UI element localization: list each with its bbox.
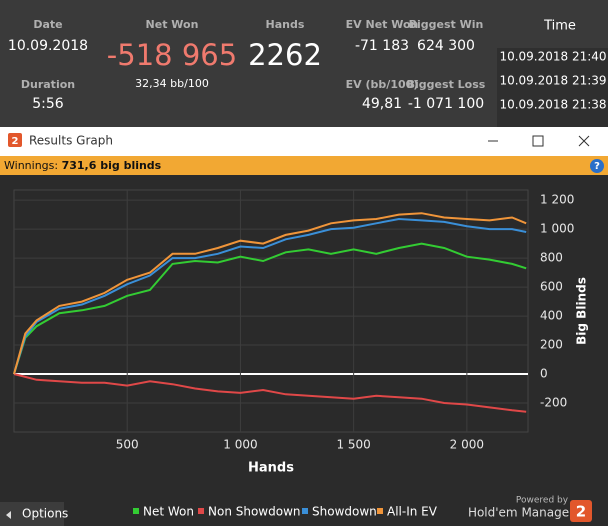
stat-value: -71 183	[355, 38, 409, 54]
help-icon[interactable]	[590, 159, 604, 173]
options-text[interactable]: Options	[22, 507, 68, 521]
stat-sub: 32,34 bb/100	[135, 77, 209, 90]
session-row[interactable]: 10.09.2018 21:39	[499, 74, 606, 88]
legend-swatch	[133, 508, 139, 514]
brand-logo	[570, 500, 592, 522]
legend-label: All-In EV	[387, 505, 438, 519]
winnings-bar	[0, 156, 608, 175]
series-line	[13, 242, 527, 375]
stat-value: 5:56	[32, 96, 64, 112]
stat-label: Biggest Loss	[407, 78, 486, 91]
sessions-header	[497, 0, 608, 48]
session-row[interactable]: 10.09.2018 21:38	[499, 98, 606, 112]
stat-label: EV (bb/100)	[346, 78, 419, 91]
series-line	[13, 212, 527, 375]
winnings-label: Winnings: 731,6 big blinds	[4, 159, 162, 172]
legend-label: Showdown	[312, 505, 377, 519]
brand: Hold'em Manager	[468, 506, 574, 520]
y-tick-label: 800	[540, 251, 563, 265]
stat-value: 624 300	[417, 38, 475, 54]
y-tick-label: 0	[540, 367, 548, 381]
powered-by: Powered by	[516, 496, 569, 506]
stat-value: -1 071 100	[408, 96, 484, 112]
stats-panel	[0, 0, 495, 127]
window-titlebar	[0, 127, 608, 156]
maximize-button[interactable]	[532, 135, 544, 147]
app-icon-text: 2	[12, 136, 19, 147]
y-tick-label: 600	[540, 280, 563, 294]
x-tick-label: 2 000	[450, 438, 484, 452]
window-title: Results Graph	[29, 134, 113, 148]
y-tick-label: -200	[540, 396, 567, 410]
x-tick-label: 1 500	[336, 438, 370, 452]
sessions-header-text: Time	[543, 19, 576, 34]
legend-swatch	[198, 508, 204, 514]
stat-value: 2262	[248, 38, 322, 72]
winnings-value: 731,6 big blinds	[62, 159, 162, 172]
session-row[interactable]: 10.09.2018 21:40	[499, 50, 606, 64]
series-line	[13, 217, 527, 375]
y-axis-title: Big Blinds	[575, 277, 589, 345]
stat-label: Hands	[266, 18, 305, 31]
legend-label: Net Won	[143, 505, 194, 519]
close-button[interactable]	[578, 135, 590, 147]
y-tick-label: 1 000	[540, 222, 574, 236]
stat-value: -518 965	[107, 38, 237, 72]
series-line	[13, 373, 527, 413]
stat-label: Duration	[21, 78, 75, 91]
winnings-label-text: Winnings:	[4, 159, 58, 172]
stat-label: Date	[33, 18, 62, 31]
legend-label: Non Showdown	[208, 505, 301, 519]
stat-label: EV Net Won	[346, 18, 419, 31]
help-icon-text[interactable]: ?	[594, 161, 600, 172]
app-icon	[8, 133, 22, 147]
plot-area	[13, 189, 529, 433]
y-tick-label: 1 200	[540, 193, 574, 207]
x-tick-label: 1 000	[223, 438, 257, 452]
stat-value: 49,81	[362, 96, 402, 112]
stat-label: Net Won	[146, 18, 199, 31]
legend-swatch	[302, 508, 308, 514]
options-arrow[interactable]	[6, 511, 11, 519]
legend-swatch	[377, 508, 383, 514]
stat-value: 10.09.2018	[8, 38, 88, 54]
x-axis-title: Hands	[248, 461, 294, 476]
y-tick-label: 200	[540, 338, 563, 352]
stat-label: Biggest Win	[409, 18, 484, 31]
y-tick-label: 400	[540, 309, 563, 323]
x-tick-label: 500	[116, 438, 139, 452]
brand-logo-text: 2	[576, 503, 586, 521]
